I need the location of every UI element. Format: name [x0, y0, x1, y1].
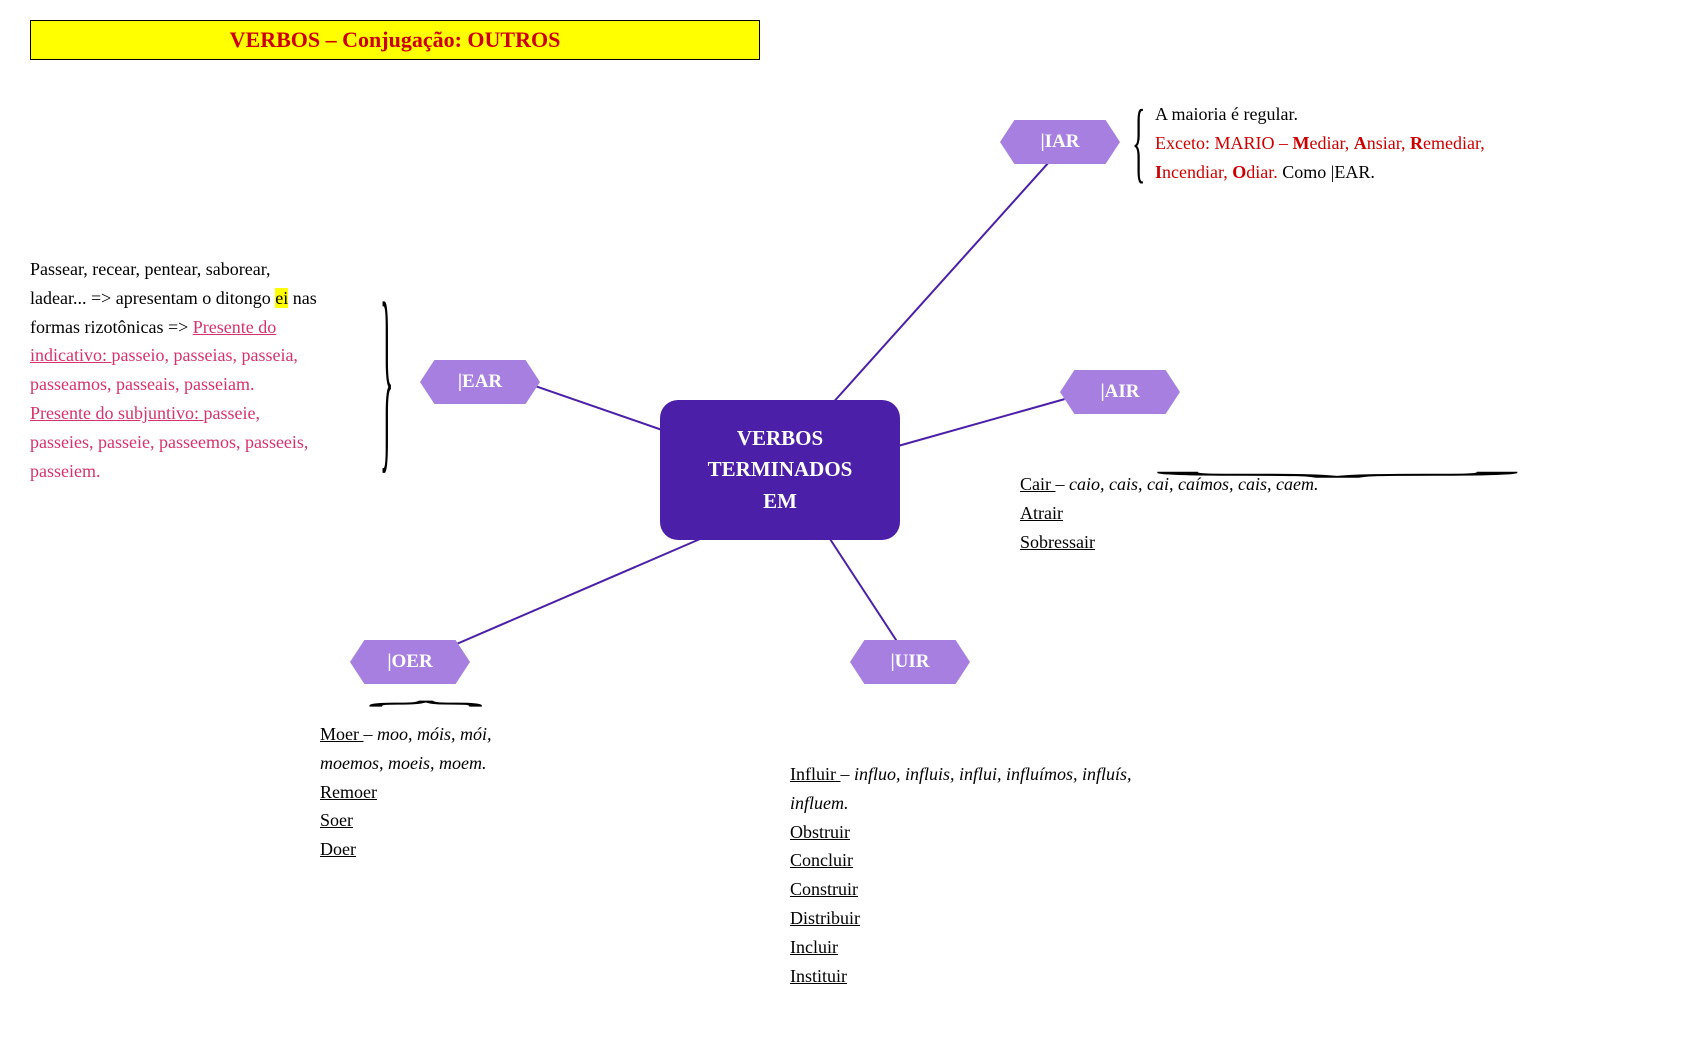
air-l1: Cair – caio, cais, cai, caímos, cais, ca… [1020, 470, 1620, 499]
node-ear: |EAR [420, 360, 540, 404]
edge-air [898, 398, 1066, 447]
edge-ear [535, 385, 666, 432]
iar-line2: Exceto: MARIO – Mediar, Ansiar, Remediar… [1155, 129, 1665, 158]
ear-l2: ladear... => apresentam o ditongo ei nas [30, 284, 375, 313]
center-label: VERBOSTERMINADOSEM [708, 423, 853, 518]
uir-text: Influir – influo, influis, influi, influ… [790, 760, 1290, 990]
node-air: |AIR [1060, 370, 1180, 414]
air-l2: Atrair [1020, 499, 1620, 528]
air-l3: Sobressair [1020, 528, 1620, 557]
node-iar-label: |IAR [1040, 131, 1079, 153]
iar-text: A maioria é regular. Exceto: MARIO – Med… [1155, 100, 1665, 186]
ear-l8: passeiem. [30, 457, 375, 486]
node-oer-label: |OER [387, 651, 432, 673]
brace-ear: } [380, 268, 393, 505]
iar-line1: A maioria é regular. [1155, 100, 1665, 129]
ear-l3: formas rizotônicas => Presente do [30, 313, 375, 342]
center-node: VERBOSTERMINADOSEM [660, 400, 900, 540]
uir-l8: Instituir [790, 962, 1290, 991]
uir-l2: influem. [790, 789, 1290, 818]
edge-oer [445, 538, 701, 650]
node-oer: |OER [350, 640, 470, 684]
ear-text: Passear, recear, pentear, saborear, lade… [30, 255, 375, 485]
edge-uir [829, 538, 901, 646]
page-title: VERBOS – Conjugação: OUTROS [30, 20, 760, 60]
node-iar: |IAR [1000, 120, 1120, 164]
edge-iar [829, 160, 1050, 406]
node-air-label: |AIR [1100, 381, 1139, 403]
oer-text: Moer – moo, móis, mói, moemos, moeis, mo… [320, 720, 600, 864]
ear-l5: passeamos, passeais, passeiam. [30, 370, 375, 399]
uir-l1: Influir – influo, influis, influi, influ… [790, 760, 1290, 789]
node-uir-label: |UIR [890, 651, 929, 673]
oer-l1: Moer – moo, móis, mói, [320, 720, 600, 749]
uir-l6: Distribuir [790, 904, 1290, 933]
ear-l7: passeies, passeie, passeemos, passeeis, [30, 428, 375, 457]
uir-l5: Construir [790, 875, 1290, 904]
oer-l3: Remoer [320, 778, 600, 807]
oer-l4: Soer [320, 806, 600, 835]
uir-l3: Obstruir [790, 818, 1290, 847]
brace-iar: { [1132, 95, 1145, 197]
uir-l4: Concluir [790, 846, 1290, 875]
air-text: Cair – caio, cais, cai, caímos, cais, ca… [1020, 470, 1620, 556]
ear-l6: Presente do subjuntivo: passeie, [30, 399, 375, 428]
ear-l4: indicativo: passeio, passeias, passeia, [30, 341, 375, 370]
title-text: VERBOS – Conjugação: OUTROS [230, 27, 561, 52]
iar-line3: Incendiar, Odiar. Como |EAR. [1155, 158, 1665, 187]
oer-l5: Doer [320, 835, 600, 864]
oer-l2: moemos, moeis, moem. [320, 749, 600, 778]
uir-l7: Incluir [790, 933, 1290, 962]
node-ear-label: |EAR [458, 371, 502, 393]
ear-l1: Passear, recear, pentear, saborear, [30, 255, 375, 284]
node-uir: |UIR [850, 640, 970, 684]
